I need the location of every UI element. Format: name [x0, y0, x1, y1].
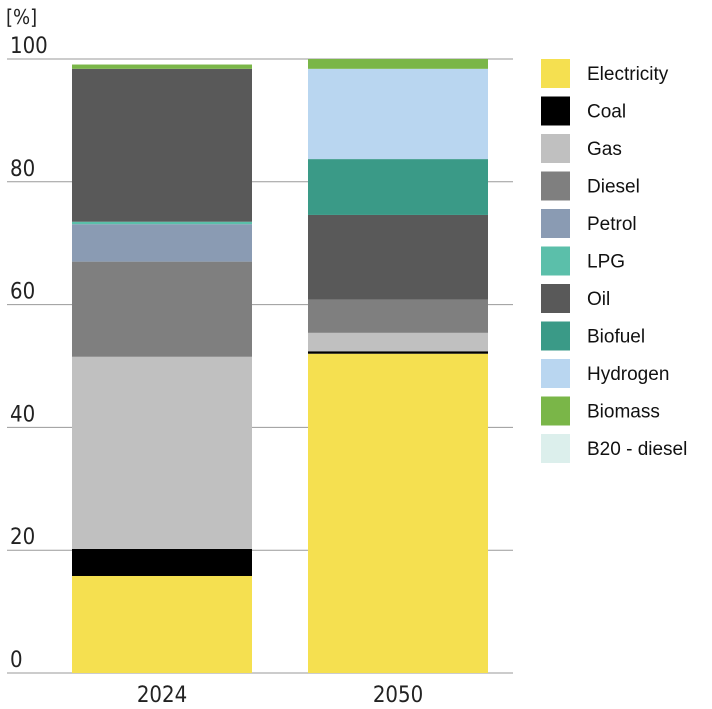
legend-swatch-hydrogen	[541, 359, 570, 388]
bar-2024-electricity	[72, 575, 252, 673]
bar-2050-biofuel	[308, 159, 488, 215]
x-category-label-2024: 2024	[137, 683, 187, 708]
bar-2024-gas	[72, 356, 252, 549]
bar-2050-biomass	[308, 59, 488, 69]
y-tick-label-60: 60	[10, 280, 35, 305]
bar-2050-gas	[308, 332, 488, 352]
y-tick-label-0: 0	[10, 648, 23, 673]
bar-2050-electricity	[308, 353, 488, 673]
legend-label-oil: Oil	[587, 289, 610, 310]
legend-swatch-electricity	[541, 59, 570, 88]
y-tick-label-80: 80	[10, 157, 35, 182]
bar-2024-diesel	[72, 261, 252, 357]
bar-2024-oil	[72, 68, 252, 222]
bar-2050-diesel	[308, 299, 488, 333]
legend-label-diesel: Diesel	[587, 177, 640, 198]
legend-swatch-biomass	[541, 396, 570, 426]
legend-swatch-lpg	[541, 246, 570, 276]
legend-swatch-coal	[541, 96, 570, 126]
bar-2024-coal	[72, 548, 252, 576]
x-category-label-2050: 2050	[373, 683, 423, 708]
legend-label-biofuel: Biofuel	[587, 327, 645, 348]
bar-2050-oil	[308, 214, 488, 300]
y-axis-unit-label: [%]	[6, 5, 37, 29]
legend-swatch-biofuel	[541, 321, 570, 351]
bar-2024-lpg	[72, 221, 252, 225]
legend-label-lpg: LPG	[587, 252, 625, 273]
legend-label-coal: Coal	[587, 102, 626, 123]
bar-2024-petrol	[72, 224, 252, 262]
y-tick-label-100: 100	[10, 34, 48, 59]
legend-label-biomass: Biomass	[587, 402, 660, 423]
bar-2050-coal	[308, 351, 488, 354]
legend-label-petrol: Petrol	[587, 214, 637, 235]
legend-label-electricity: Electricity	[587, 64, 669, 85]
legend-label-gas: Gas	[587, 139, 622, 160]
bar-2024-biomass	[72, 64, 252, 69]
legend-label-b20-diesel: B20 - diesel	[587, 439, 687, 460]
y-tick-label-40: 40	[10, 402, 35, 427]
legend: Electricity Coal Gas Diesel Petrol LPG Oil Biof…	[541, 59, 687, 463]
axis-labels: [%] 0 20 40 60 80 100 2024 2050	[6, 5, 423, 708]
legend-swatch-b20-diesel	[541, 434, 570, 463]
bar-2050-hydrogen	[308, 68, 488, 160]
legend-swatch-oil	[541, 284, 570, 313]
legend-swatch-petrol	[541, 209, 570, 238]
y-tick-label-20: 20	[10, 525, 35, 550]
legend-swatch-diesel	[541, 171, 570, 201]
legend-swatch-gas	[541, 134, 570, 163]
legend-label-hydrogen: Hydrogen	[587, 364, 669, 385]
bars	[72, 59, 488, 673]
